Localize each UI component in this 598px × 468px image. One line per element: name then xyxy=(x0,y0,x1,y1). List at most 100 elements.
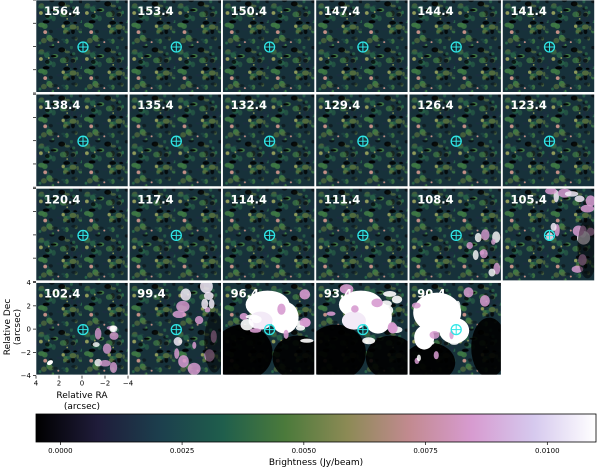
panel-image xyxy=(36,188,128,281)
source-marker-icon xyxy=(357,229,369,242)
velocity-label: 132.4 xyxy=(231,98,267,112)
source-marker-icon xyxy=(450,323,462,336)
y-tick-label: 4 xyxy=(27,279,32,287)
channel-panel: 90.4 xyxy=(408,282,502,376)
colorbar-tick-label: 0.0050 xyxy=(292,447,317,455)
velocity-label: 102.4 xyxy=(44,287,80,301)
source-marker-icon xyxy=(543,135,556,147)
beam-ellipse-icon xyxy=(47,360,53,366)
colorbar-tick-label: 0.0025 xyxy=(170,447,195,455)
panel-image xyxy=(502,94,595,187)
y-tick-label: 2 xyxy=(27,302,31,310)
velocity-label: 135.4 xyxy=(137,98,173,112)
axes-labels: Relative Dec (arcsec) Relative RA (arcse… xyxy=(3,299,108,412)
source-marker-icon xyxy=(170,41,182,53)
panel-image xyxy=(129,188,222,281)
channel-panel: 93.4 xyxy=(315,282,409,376)
source-marker-icon xyxy=(263,229,276,242)
channel-panel: 102.4 xyxy=(35,282,129,376)
channel-panel: 135.4 xyxy=(129,93,222,188)
velocity-label: 117.4 xyxy=(137,192,173,206)
panel-image xyxy=(36,0,128,92)
panel-image xyxy=(315,94,408,187)
x-tick-label: −2 xyxy=(100,380,110,388)
source-marker-icon xyxy=(263,135,276,147)
velocity-label: 96.4 xyxy=(231,287,259,301)
velocity-label: 105.4 xyxy=(511,192,547,206)
y-axis-label-line2: (arcsec) xyxy=(13,309,23,345)
panel-image xyxy=(409,94,502,187)
source-marker-icon xyxy=(543,41,556,53)
x-tick-label: 4 xyxy=(34,380,39,388)
colorbar-label: Brightness (Jy/beam) xyxy=(269,458,363,468)
source-marker-icon xyxy=(77,135,89,147)
x-tick-label: 0 xyxy=(80,380,84,388)
channel-panel: 156.4 xyxy=(35,0,129,94)
panel-image xyxy=(222,94,315,187)
velocity-label: 120.4 xyxy=(44,192,80,206)
velocity-label: 141.4 xyxy=(511,4,547,18)
channel-panel: 129.4 xyxy=(315,93,409,188)
x-axis-label-line2: (arcsec) xyxy=(64,402,100,412)
velocity-label: 153.4 xyxy=(137,4,173,18)
channel-panels: 156.4 153.4 150.4 147.4 144.4 141.4 138.4 135.4… xyxy=(35,0,595,376)
channel-panel: 123.4 xyxy=(502,93,595,188)
y-tick-label: 0 xyxy=(27,326,31,334)
x-tick-label: −4 xyxy=(123,380,134,388)
velocity-label: 129.4 xyxy=(324,98,360,112)
x-tick-label: 2 xyxy=(57,380,61,388)
source-marker-icon xyxy=(357,135,369,147)
colorbar: 0.0000 0.0025 0.0050 0.0075 0.0100 Brightnes… xyxy=(35,413,597,468)
velocity-label: 144.4 xyxy=(417,4,453,18)
panel-image xyxy=(36,94,128,187)
panel-image xyxy=(315,0,408,92)
source-marker-icon xyxy=(263,41,276,53)
source-marker-icon xyxy=(170,323,182,336)
channel-panel: 147.4 xyxy=(315,0,409,94)
panel-image xyxy=(409,0,502,92)
channel-panel: 153.4 xyxy=(129,0,222,94)
channel-panel: 117.4 xyxy=(129,188,222,282)
y-tick-label: −2 xyxy=(21,349,31,357)
velocity-label: 150.4 xyxy=(231,4,267,18)
velocity-label: 114.4 xyxy=(231,192,267,206)
channel-panel: 96.4 xyxy=(222,282,315,376)
channel-panel: 150.4 xyxy=(222,0,315,94)
x-axis-label-line1: Relative RA xyxy=(56,391,108,401)
channel-panel: 111.4 xyxy=(315,188,409,282)
source-marker-icon xyxy=(450,41,462,53)
velocity-label: 111.4 xyxy=(324,192,360,206)
source-marker-icon xyxy=(357,323,369,336)
channel-panel: 120.4 xyxy=(35,188,129,282)
source-marker-icon xyxy=(77,229,89,242)
channel-panel: 132.4 xyxy=(222,93,315,188)
velocity-label: 108.4 xyxy=(417,192,453,206)
colorbar-tick-label: 0.0100 xyxy=(535,447,560,455)
velocity-label: 93.4 xyxy=(324,287,352,301)
source-marker-icon xyxy=(263,323,276,336)
source-marker-icon xyxy=(450,135,462,147)
source-marker-icon xyxy=(357,41,369,53)
y-tick-label: −4 xyxy=(21,372,32,380)
colorbar-bar xyxy=(35,413,597,443)
source-marker-icon xyxy=(77,323,89,336)
channel-panel: 138.4 xyxy=(35,93,129,188)
velocity-label: 123.4 xyxy=(511,98,547,112)
channel-panel: 126.4 xyxy=(408,93,502,188)
source-marker-icon xyxy=(77,41,89,53)
source-marker-icon xyxy=(170,229,182,242)
channel-panel: 99.4 xyxy=(129,282,222,376)
panel-image xyxy=(315,188,408,281)
panel-image xyxy=(129,0,222,92)
panel-image xyxy=(502,0,595,92)
velocity-label: 147.4 xyxy=(324,4,360,18)
source-marker-icon xyxy=(450,229,462,242)
colorbar-tick-label: 0.0000 xyxy=(48,447,73,455)
y-axis-label-line1: Relative Dec xyxy=(3,299,13,356)
velocity-label: 126.4 xyxy=(417,98,453,112)
source-marker-icon xyxy=(543,229,556,242)
velocity-label: 90.4 xyxy=(417,287,445,301)
source-marker-icon xyxy=(170,135,182,147)
